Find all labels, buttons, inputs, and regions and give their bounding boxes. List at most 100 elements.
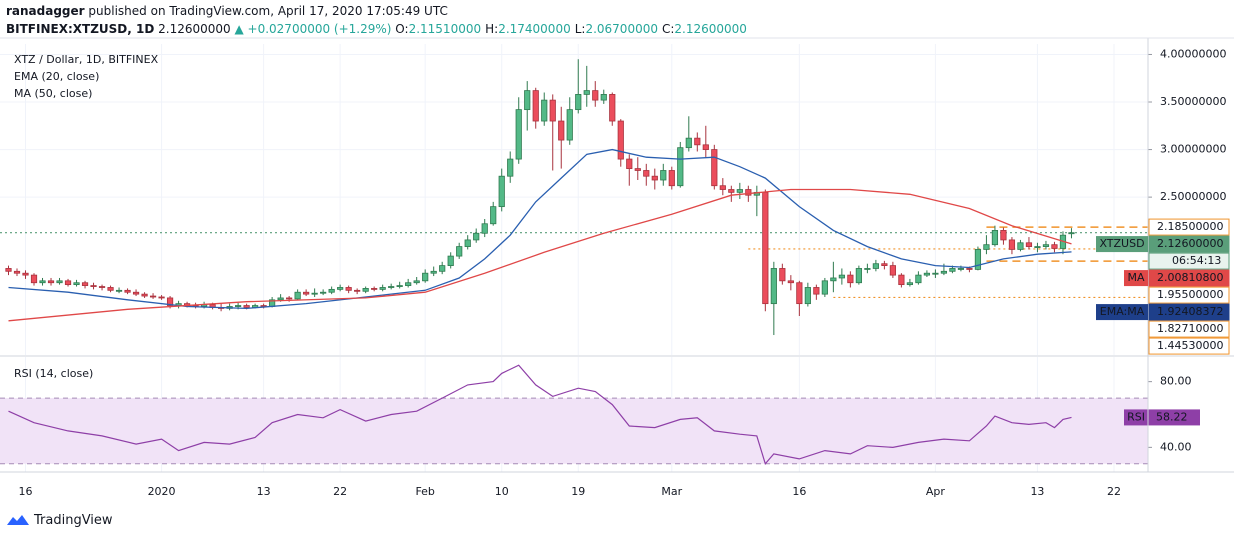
candle-body [838,274,845,279]
candle-body [166,297,174,306]
candle-body [949,268,956,272]
symbol-line: BITFINEX:XTZUSD, 1D 2.12600000 ▲ +0.0270… [6,22,751,36]
candle-body [22,272,29,276]
candle-body [1000,230,1007,241]
candle-body [991,230,999,246]
x-tick-label: 16 [19,485,33,498]
countdown-box [1148,252,1230,270]
x-tick-label: Apr [926,485,946,498]
ohlc-key: O: [395,22,409,36]
countdown: 06:54:13 [1172,254,1221,267]
logo [7,515,29,525]
price-label-box [1148,218,1230,236]
price-label: 1.44530000 [1157,339,1223,352]
x-tick-label: 13 [257,485,271,498]
candle-body [940,270,948,274]
price-label-box [1148,337,1230,355]
candle-body [345,287,352,291]
candle-body [694,137,701,146]
candle-body [286,297,293,300]
candle-body [745,189,752,196]
y-tick-label: 3.00000000 [1160,143,1226,156]
price-pane [0,44,1148,355]
candle-body [855,268,862,284]
candle-body [47,280,55,284]
candle-body [660,170,667,181]
candle-body [507,158,514,177]
candle-body [30,274,38,284]
candle-body [906,282,913,286]
x-tick-label: 10 [495,485,509,498]
name-box [1124,409,1148,426]
candle-body [651,175,658,181]
candle-body [770,268,777,305]
change-value: +0.02700000 (+1.29%) [247,22,392,36]
candle-body [132,291,140,295]
x-tick-label: 2020 [148,485,176,498]
chart-title: XTZ / Dollar, 1D, BITFINEX [14,53,159,66]
candle-body [1042,244,1050,247]
ohlc-value: 2.17400000 [498,22,571,36]
candle-body [456,246,463,257]
candle-body [847,274,854,284]
candle-body [668,170,675,187]
label-name: MA [1127,271,1144,284]
ohlc-key: C: [661,22,675,36]
candle-body [830,277,837,282]
candle-body [303,291,310,295]
candle-body [277,297,284,301]
price-label: 2.00810800 [1157,271,1223,284]
candle-body [405,282,412,286]
candle-body [532,90,539,122]
candle-body [90,285,97,287]
candle-body [1025,242,1033,247]
candle-body [379,287,386,290]
candle-body [396,285,403,287]
candle-body [634,168,641,171]
x-tick-label: 19 [571,485,585,498]
candle-body [107,287,114,291]
candle-body [915,274,922,284]
candle-body [957,268,965,270]
x-tick-label: 22 [1107,485,1121,498]
candle-body [524,90,531,111]
candle-body [473,232,480,241]
candle-body [889,265,896,276]
y-tick-label: 4.00000000 [1160,47,1226,60]
candle-body [864,268,871,270]
candle-body [592,90,599,101]
candle-body [779,268,786,282]
price-label: 1.92408372 [1157,305,1223,318]
price-label-box [1148,320,1230,338]
rsi-title: RSI (14, close) [14,367,93,380]
candle-body [1068,232,1075,235]
candle-body [124,289,131,293]
y-tick-label: 80.00 [1160,375,1192,388]
candle-body [1051,244,1058,249]
ohlc-key: H: [485,22,499,36]
rsi-band [0,398,1148,464]
candle-body [966,268,973,270]
value-box [1148,409,1200,426]
last-price: 2.12600000 [158,22,231,36]
x-tick-label: Mar [661,485,682,498]
candle-body [498,175,505,208]
candle-body [923,272,931,276]
candle-body [872,263,879,269]
candle-body [56,280,63,284]
candle-body [1034,246,1041,248]
label-name: EMA:MA [1100,305,1145,318]
candle-body [115,289,123,292]
rsi-line [8,364,1072,466]
candle-body [515,109,522,160]
y-tick-label: 3.50000000 [1160,95,1226,108]
candle-body [549,99,556,122]
candle-body [354,289,361,292]
candle-body [490,206,497,225]
candle-body [337,287,344,290]
candle-body [617,120,624,160]
candle-body [932,272,939,275]
name-box [1124,270,1148,287]
